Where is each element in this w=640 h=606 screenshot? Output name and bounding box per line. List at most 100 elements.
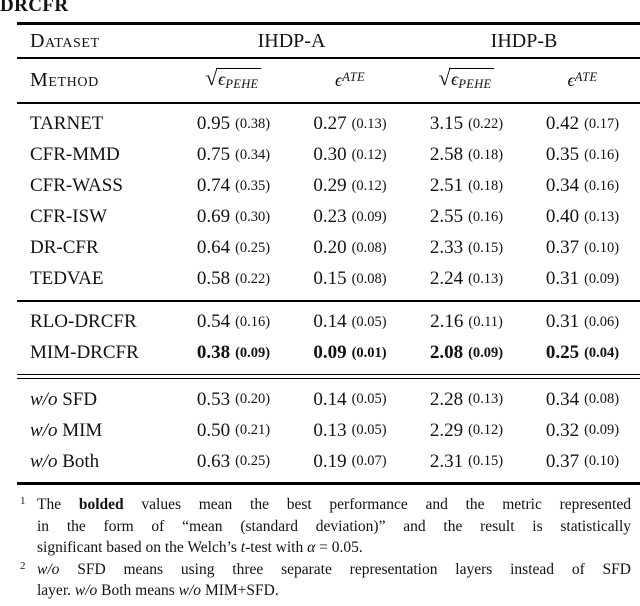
metric-value: 0.37 (0.10) bbox=[525, 233, 640, 264]
metric-value: 2.51 (0.18) bbox=[408, 171, 525, 202]
metric-value: 0.31 (0.09) bbox=[525, 264, 640, 295]
metric-value: 0.27 (0.13) bbox=[292, 109, 408, 140]
metric-value: 0.35 (0.16) bbox=[525, 140, 640, 171]
text-segment: TEDVAE bbox=[30, 268, 104, 290]
table-footnotes: 1 The bolded values mean the best perform… bbox=[20, 494, 631, 602]
metric-mean: 0.63 bbox=[196, 450, 231, 472]
metric-sd: (0.25) bbox=[235, 239, 271, 256]
group-header-ihdp-b: IHDP-B bbox=[490, 29, 558, 52]
text-segment: MIM bbox=[57, 419, 103, 441]
metric-sd: (0.12) bbox=[351, 177, 387, 194]
footnote-text: w/o SFD means using three separate repre… bbox=[37, 559, 631, 602]
text-segment: bolded bbox=[78, 496, 124, 514]
footnote-line: The bolded values mean the best performa… bbox=[37, 494, 631, 516]
footnote-line: w/o SFD means using three separate repre… bbox=[37, 559, 631, 581]
metric-value: 0.29 (0.12) bbox=[292, 171, 408, 202]
metric-value: 0.30 (0.12) bbox=[292, 140, 408, 171]
pehe-subscript: PEHE bbox=[225, 76, 259, 91]
metric-value: 0.58 (0.22) bbox=[175, 264, 292, 295]
text-segment: MIM-DRCFR bbox=[30, 342, 139, 364]
metric-sd: (0.16) bbox=[584, 177, 620, 194]
metric-sd: (0.16) bbox=[584, 146, 620, 163]
metric-mean: 0.54 bbox=[196, 311, 231, 333]
text-segment: layer. bbox=[37, 582, 75, 600]
metric-mean: 2.33 bbox=[429, 237, 464, 259]
metric-mean: 0.15 bbox=[313, 268, 347, 290]
text-segment: w/o bbox=[30, 450, 58, 472]
metric-header-sqrt-pehe-a: √ ϵPEHE bbox=[175, 66, 292, 93]
metric-sd: (0.15) bbox=[468, 453, 504, 470]
metric-value: 0.14 (0.05) bbox=[292, 384, 408, 415]
metric-mean: 0.23 bbox=[313, 206, 347, 228]
metric-value: 3.15 (0.22) bbox=[408, 109, 525, 140]
metric-mean: 0.38 bbox=[196, 342, 231, 364]
metric-mean: 2.31 bbox=[429, 450, 464, 472]
metric-value: 0.15 (0.08) bbox=[292, 264, 408, 295]
metric-mean: 0.27 bbox=[313, 113, 347, 135]
text-segment: -test with bbox=[245, 539, 308, 557]
text-segment: t bbox=[240, 539, 246, 557]
bottom-rule bbox=[17, 482, 640, 486]
metric-sd: (0.09) bbox=[235, 344, 271, 361]
metric-mean: 0.14 bbox=[313, 311, 347, 333]
metric-value: 0.19 (0.07) bbox=[292, 446, 408, 477]
metric-value: 0.50 (0.21) bbox=[175, 415, 292, 446]
metric-mean: 0.64 bbox=[196, 237, 231, 259]
metric-value: 0.75 (0.34) bbox=[175, 140, 292, 171]
metric-sd: (0.08) bbox=[584, 391, 620, 408]
metric-header-ate-a: ϵ ATE bbox=[292, 70, 408, 91]
table-caption-tail: DRCFR bbox=[0, 0, 69, 16]
metric-sd: (0.16) bbox=[235, 313, 271, 330]
method-name: CFR-MMD bbox=[17, 140, 175, 171]
radical-symbol: √ bbox=[438, 64, 451, 90]
text-segment: values mean the best performance and the… bbox=[123, 496, 631, 514]
text-segment: in the form of “mean (standard deviation… bbox=[37, 517, 631, 535]
metric-mean: 0.75 bbox=[196, 144, 231, 166]
group-header-ihdp-a: IHDP-A bbox=[257, 29, 326, 52]
text-segment: TARNET bbox=[30, 113, 104, 135]
metric-sd: (0.13) bbox=[351, 115, 387, 132]
metric-value: 0.42 (0.17) bbox=[525, 109, 640, 140]
metric-mean: 0.40 bbox=[545, 206, 580, 228]
metric-mean: 0.31 bbox=[545, 311, 580, 333]
epsilon-symbol: ϵ bbox=[335, 69, 343, 90]
text-segment: w/o bbox=[30, 419, 58, 441]
text-segment: CFR-WASS bbox=[30, 175, 123, 197]
metric-mean: 0.25 bbox=[545, 342, 580, 364]
metric-sd: (0.09) bbox=[584, 422, 620, 439]
text-segment: Both means bbox=[97, 582, 179, 600]
metric-sd: (0.05) bbox=[351, 391, 387, 408]
section-divider-rule bbox=[17, 299, 640, 302]
method-name: w/o SFD bbox=[17, 384, 175, 415]
metric-mean: 0.50 bbox=[196, 419, 231, 441]
metric-mean: 2.08 bbox=[429, 342, 464, 364]
metric-mean: 2.29 bbox=[429, 419, 464, 441]
metric-mean: 0.31 bbox=[545, 268, 580, 290]
ate-subscript: ATE bbox=[574, 69, 598, 84]
metric-sd: (0.12) bbox=[351, 146, 387, 163]
metric-mean: 2.55 bbox=[429, 206, 464, 228]
footnote-number: 2 bbox=[20, 559, 26, 572]
method-name: RLO-DRCFR bbox=[17, 307, 175, 338]
metric-value: 2.58 (0.18) bbox=[408, 140, 525, 171]
metric-sd: (0.12) bbox=[468, 422, 504, 439]
metric-value: 0.31 (0.06) bbox=[525, 307, 640, 338]
metric-value: 0.40 (0.13) bbox=[525, 202, 640, 233]
metric-value: 0.20 (0.08) bbox=[292, 233, 408, 264]
metric-value: 0.09 (0.01) bbox=[292, 338, 408, 369]
metric-sd: (0.15) bbox=[468, 239, 504, 256]
pehe-subscript: PEHE bbox=[458, 76, 492, 91]
metric-mean: 0.69 bbox=[196, 206, 231, 228]
double-divider-rule bbox=[17, 373, 640, 380]
metric-sd: (0.10) bbox=[584, 239, 620, 256]
metric-value: 2.33 (0.15) bbox=[408, 233, 525, 264]
metric-value: 0.95 (0.38) bbox=[175, 109, 292, 140]
text-segment: Both bbox=[57, 450, 100, 472]
dataset-header-label: Dataset bbox=[30, 29, 100, 52]
metric-sd: (0.09) bbox=[351, 208, 387, 225]
text-segment: The bbox=[37, 496, 79, 514]
metric-sd: (0.07) bbox=[351, 453, 387, 470]
footnote-text: The bolded values mean the best performa… bbox=[37, 494, 631, 559]
method-name: CFR-ISW bbox=[17, 202, 175, 233]
metric-sd: (0.38) bbox=[235, 115, 271, 132]
